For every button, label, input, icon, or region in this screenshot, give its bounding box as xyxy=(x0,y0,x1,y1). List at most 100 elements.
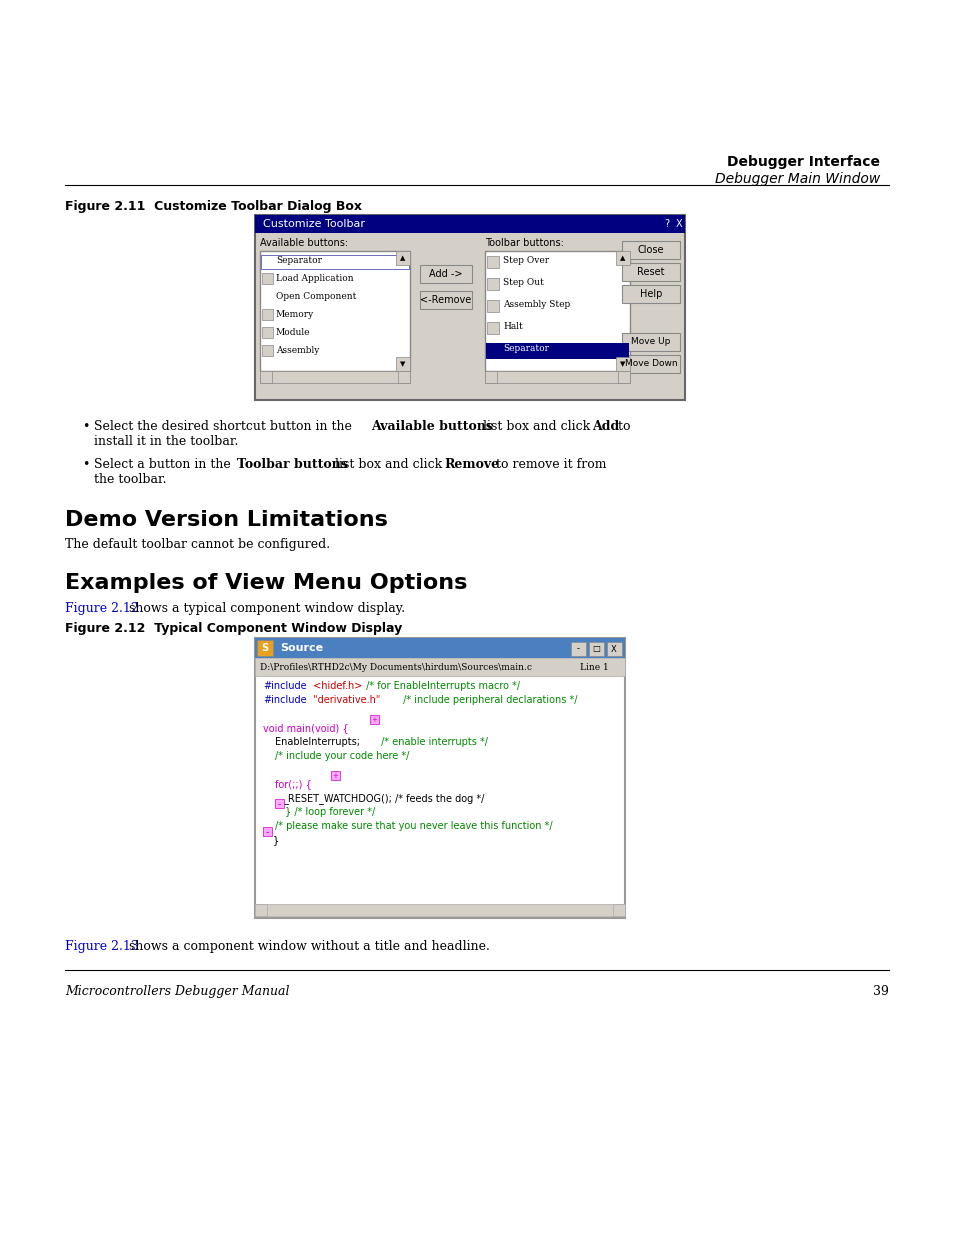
Text: Examples of View Menu Options: Examples of View Menu Options xyxy=(65,573,467,593)
Text: } /* loop forever */: } /* loop forever */ xyxy=(285,806,375,818)
Text: Step Over: Step Over xyxy=(502,256,549,266)
Text: /* please make sure that you never leave this function */: /* please make sure that you never leave… xyxy=(274,821,552,831)
Text: The default toolbar cannot be configured.: The default toolbar cannot be configured… xyxy=(65,538,330,551)
Text: •: • xyxy=(82,420,90,433)
Bar xyxy=(616,251,629,266)
Text: the toolbar.: the toolbar. xyxy=(94,473,167,487)
Text: shows a typical component window display.: shows a typical component window display… xyxy=(125,601,405,615)
Text: ▲: ▲ xyxy=(619,254,625,261)
Text: ▲: ▲ xyxy=(400,254,405,261)
Bar xyxy=(616,357,629,370)
Text: Close: Close xyxy=(638,245,663,254)
Text: _RESET_WATCHDOG(); /* feeds the dog */: _RESET_WATCHDOG(); /* feeds the dog */ xyxy=(283,793,484,804)
Text: Figure 2.12: Figure 2.12 xyxy=(65,601,138,615)
Bar xyxy=(254,638,624,918)
Text: Customize Toolbar: Customize Toolbar xyxy=(263,219,365,228)
Bar xyxy=(260,370,410,383)
Bar xyxy=(256,640,273,656)
Bar xyxy=(618,370,629,383)
Text: Demo Version Limitations: Demo Version Limitations xyxy=(65,510,388,530)
Bar xyxy=(484,251,629,370)
Text: Select a button in the: Select a button in the xyxy=(94,458,234,471)
Text: +: + xyxy=(371,718,376,722)
Text: ?: ? xyxy=(663,219,669,228)
Bar xyxy=(370,715,378,724)
Text: #include: #include xyxy=(263,695,306,705)
Bar xyxy=(606,642,621,656)
Bar xyxy=(260,370,272,383)
Bar xyxy=(395,251,410,266)
Text: 39: 39 xyxy=(872,986,888,998)
Text: -: - xyxy=(265,827,269,837)
Bar xyxy=(486,322,498,333)
Bar xyxy=(571,642,585,656)
Bar xyxy=(621,285,679,303)
Text: Debugger Main Window: Debugger Main Window xyxy=(714,172,879,186)
Text: Toolbar buttons:: Toolbar buttons: xyxy=(484,238,563,248)
Text: Assembly: Assembly xyxy=(275,346,319,354)
Text: Move Up: Move Up xyxy=(631,337,670,347)
Text: Help: Help xyxy=(639,289,661,299)
Text: S: S xyxy=(261,643,269,653)
Text: Figure 2.11  Customize Toolbar Dialog Box: Figure 2.11 Customize Toolbar Dialog Box xyxy=(65,200,361,212)
Text: Assembly Step: Assembly Step xyxy=(502,300,570,309)
Text: Line 1: Line 1 xyxy=(579,662,608,672)
Text: X: X xyxy=(611,645,617,653)
Text: <hidef.h>: <hidef.h> xyxy=(310,680,362,692)
Bar xyxy=(260,251,410,370)
Text: for(;;) {: for(;;) { xyxy=(274,779,312,789)
Text: D:\Profiles\RTHD2c\My Documents\hirdum\Sources\main.c: D:\Profiles\RTHD2c\My Documents\hirdum\S… xyxy=(260,662,532,672)
Bar xyxy=(419,291,472,309)
Text: Source: Source xyxy=(280,643,323,653)
Bar xyxy=(254,904,624,916)
Text: -: - xyxy=(277,799,280,809)
Text: Figure 2.13: Figure 2.13 xyxy=(65,940,139,953)
Text: /* enable interrupts */: /* enable interrupts */ xyxy=(377,737,488,747)
Text: •: • xyxy=(82,458,90,471)
Text: "derivative.h": "derivative.h" xyxy=(310,695,380,705)
Text: Open Component: Open Component xyxy=(275,291,356,301)
Bar xyxy=(261,254,409,269)
Text: list box and click: list box and click xyxy=(478,420,594,433)
Bar xyxy=(621,241,679,259)
Text: to remove it from: to remove it from xyxy=(492,458,606,471)
Text: Module: Module xyxy=(275,329,310,337)
Text: void main(void) {: void main(void) { xyxy=(263,722,348,734)
Bar xyxy=(621,333,679,351)
Text: Load Application: Load Application xyxy=(275,274,354,283)
Bar xyxy=(485,343,628,359)
Text: □: □ xyxy=(592,645,599,653)
Text: Select the desired shortcut button in the: Select the desired shortcut button in th… xyxy=(94,420,355,433)
Text: Figure 2.12  Typical Component Window Display: Figure 2.12 Typical Component Window Dis… xyxy=(65,622,402,635)
Text: Debugger Interface: Debugger Interface xyxy=(726,156,879,169)
Text: <-Remove: <-Remove xyxy=(420,295,471,305)
Text: to: to xyxy=(614,420,630,433)
Bar xyxy=(484,370,629,383)
Text: Separator: Separator xyxy=(275,256,322,266)
Text: install it in the toolbar.: install it in the toolbar. xyxy=(94,435,238,448)
Bar xyxy=(254,638,624,658)
Text: Remove: Remove xyxy=(443,458,498,471)
Text: Available buttons: Available buttons xyxy=(371,420,493,433)
Text: Available buttons:: Available buttons: xyxy=(260,238,348,248)
Bar xyxy=(621,263,679,282)
Text: list box and click: list box and click xyxy=(331,458,446,471)
Bar xyxy=(331,771,339,781)
Text: ▼: ▼ xyxy=(400,361,405,367)
Text: Add ->: Add -> xyxy=(429,269,462,279)
Bar xyxy=(263,827,272,836)
Text: Move Down: Move Down xyxy=(624,359,677,368)
Bar xyxy=(395,357,410,370)
Text: shows a component window without a title and headline.: shows a component window without a title… xyxy=(125,940,489,953)
Bar xyxy=(254,215,684,233)
Bar xyxy=(254,904,267,916)
Bar xyxy=(486,278,498,290)
Bar xyxy=(621,354,679,373)
Bar xyxy=(484,370,497,383)
Text: Step Out: Step Out xyxy=(502,278,543,287)
Bar xyxy=(419,266,472,283)
Text: +: + xyxy=(332,773,337,779)
Bar xyxy=(486,300,498,312)
Bar xyxy=(588,642,603,656)
Bar xyxy=(274,799,284,808)
